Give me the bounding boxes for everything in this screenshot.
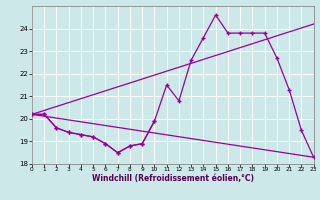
X-axis label: Windchill (Refroidissement éolien,°C): Windchill (Refroidissement éolien,°C)	[92, 174, 254, 183]
